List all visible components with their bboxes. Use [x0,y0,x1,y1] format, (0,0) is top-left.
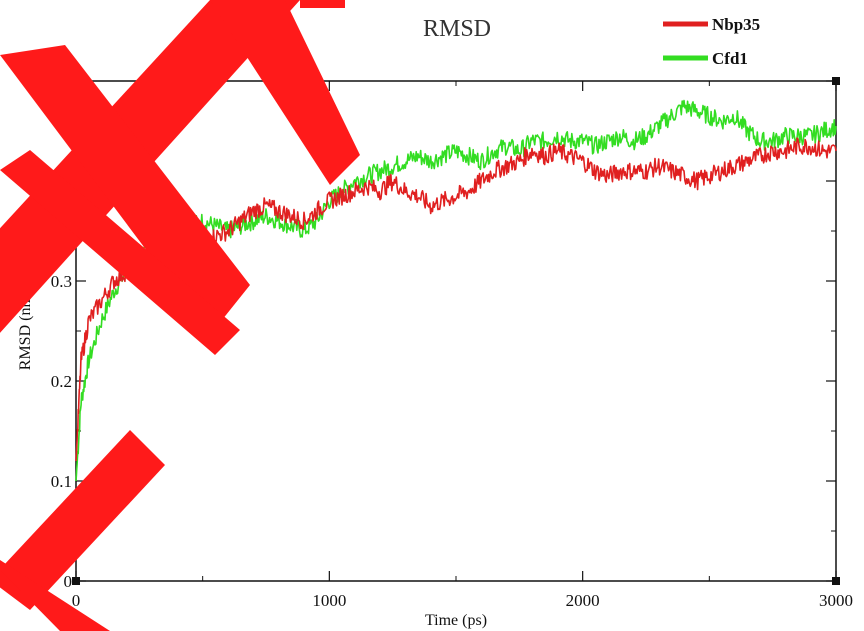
x-tick-label: 0 [72,591,81,610]
y-tick-label: 0.3 [51,272,72,291]
corner-handle-bottom-right [832,577,840,585]
legend: Nbp35 Cfd1 [663,15,760,68]
x-tick-label: 1000 [312,591,346,610]
chart-title: RMSD [423,16,491,42]
corner-handle-bottom-left [72,577,80,585]
watermark-overlay [0,0,360,631]
x-tick-label: 3000 [819,591,853,610]
corner-handle-top-right [832,77,840,85]
x-axis-label: Time (ps) [425,612,487,629]
y-tick-label: 0.2 [51,372,72,391]
legend-label-cfd1: Cfd1 [712,49,748,68]
legend-label-nbp35: Nbp35 [712,15,760,34]
x-tick-label: 2000 [566,591,600,610]
y-tick-label: 0 [64,572,73,591]
y-tick-label: 0.1 [51,472,72,491]
y-axis-label: RMSD (nm) [17,290,34,370]
